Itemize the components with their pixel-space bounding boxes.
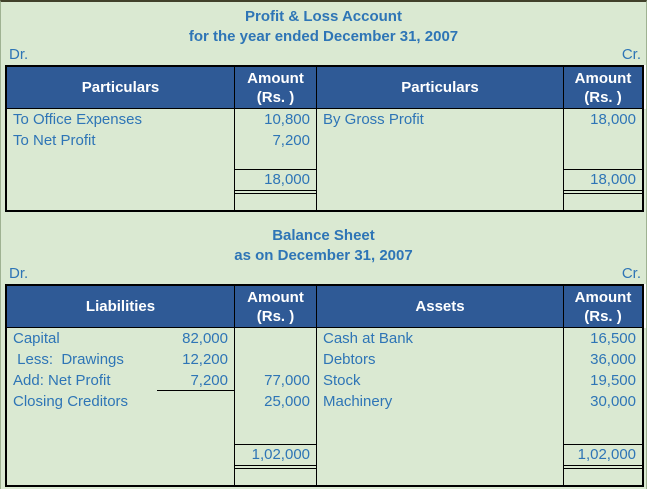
pnl-debit-row-label: To Net Profit [13, 132, 96, 149]
bs-table: Liabilities Amount (Rs. ) Assets Amount … [5, 284, 646, 487]
bs-header-amount-liabilities-line2: (Rs. ) [256, 307, 295, 325]
bs-dr-label: Dr. [9, 265, 29, 282]
bs-table-header: Liabilities Amount (Rs. ) Assets Amount … [7, 284, 646, 328]
bs-liability-label: Add: Net Profit [13, 372, 111, 389]
pnl-credit-row-label: By Gross Profit [323, 111, 424, 128]
bs-table-body: Capital 82,000 Less: Drawings 12,200 Add… [7, 328, 642, 485]
bs-header-amount-assets-line2: (Rs. ) [584, 307, 622, 325]
bs-title: Balance Sheet [272, 227, 375, 244]
bs-header-amount-assets: Amount (Rs. ) [563, 286, 642, 327]
pnl-cr-label: Cr. [621, 46, 641, 63]
spacer [235, 412, 316, 444]
bs-liability-amount [235, 328, 316, 349]
pnl-header-amount-credit: Amount (Rs. ) [563, 67, 642, 108]
bs-title-block: Balance Sheet as on December 31, 2007 [1, 212, 646, 266]
bs-liability-amount: 77,000 [264, 372, 310, 389]
bs-header-assets-label: Assets [415, 298, 465, 315]
bs-asset-label: Debtors [323, 351, 376, 368]
pnl-subtitle: for the year ended December 31, 2007 [188, 28, 459, 45]
bs-liability-label: Capital [13, 330, 60, 347]
bs-liabilities-total: 1,02,000 [235, 444, 316, 466]
pnl-title: Profit & Loss Account [245, 8, 402, 25]
bs-liability-amount [235, 349, 316, 370]
pnl-header-particulars-credit: Particulars [316, 67, 563, 108]
pnl-credit-row-amount: 18,000 [590, 111, 636, 128]
pnl-credit-total: 18,000 [564, 169, 642, 191]
spacer [564, 130, 642, 169]
double-rule [564, 191, 642, 194]
bs-header-amount-liabilities-line1: Amount [247, 288, 304, 306]
empty-cell [235, 469, 316, 485]
pnl-header-amount-debit-line1: Amount [247, 69, 304, 87]
bs-liability-sub-amount: 12,200 [182, 351, 228, 368]
bs-subtitle: as on December 31, 2007 [234, 247, 413, 264]
pnl-debit-row-amount: 10,800 [264, 111, 310, 128]
bs-asset-amount: 16,500 [590, 330, 636, 347]
pnl-header-particulars-credit-label: Particulars [401, 79, 479, 96]
bs-header-assets: Assets [316, 286, 563, 327]
spacer [235, 151, 316, 169]
double-rule [235, 466, 316, 469]
bs-asset-label: Machinery [323, 393, 393, 410]
pnl-header-particulars-debit-label: Particulars [81, 79, 160, 96]
bs-asset-amount: 30,000 [590, 393, 636, 410]
pnl-table: Particulars Amount (Rs. ) Particulars Am… [5, 65, 646, 212]
bs-header-liabilities: Liabilities [7, 286, 234, 327]
bs-header-amount-assets-line1: Amount [574, 288, 632, 306]
bs-header-amount-liabilities: Amount (Rs. ) [234, 286, 316, 327]
bs-drcr-row: Dr. Cr. [1, 266, 646, 284]
bs-assets-amount-column: 16,500 36,000 19,500 30,000 1,02,000 [563, 328, 642, 485]
pnl-debit-amount-column: 10,800 7,200 18,000 [234, 109, 316, 210]
pnl-debit-total: 18,000 [235, 169, 316, 191]
bs-liability-label: Less: Drawings [13, 351, 124, 368]
bs-liabilities-amount-column: 77,000 25,000 1,02,000 [234, 328, 316, 485]
pnl-debit-row-label: To Office Expenses [13, 111, 142, 128]
pnl-drcr-row: Dr. Cr. [1, 47, 646, 65]
empty-cell [564, 194, 642, 210]
bs-asset-amount: 36,000 [590, 351, 636, 368]
pnl-header-amount-credit-line1: Amount [574, 69, 632, 87]
pnl-debit-particulars-column: To Office Expenses To Net Profit [7, 109, 234, 210]
bs-liability-sub-amount: 82,000 [182, 330, 228, 347]
bs-liability-amount: 25,000 [264, 393, 310, 410]
pnl-header-particulars-debit: Particulars [7, 67, 234, 108]
bs-cr-label: Cr. [621, 265, 641, 282]
pnl-table-body: To Office Expenses To Net Profit 10,800 … [7, 109, 642, 210]
bs-header-liabilities-label: Liabilities [85, 298, 156, 315]
pnl-title-block: Profit & Loss Account for the year ended… [1, 2, 646, 47]
bs-liability-row: Less: Drawings 12,200 [7, 349, 234, 370]
bs-assets-total: 1,02,000 [564, 444, 642, 466]
double-rule [564, 466, 642, 469]
bs-liability-sub-amount-underlined: 7,200 [157, 370, 234, 391]
pnl-credit-particulars-column: By Gross Profit [316, 109, 563, 210]
bs-liability-row: Add: Net Profit 7,200 [7, 370, 234, 391]
bs-liability-row: Closing Creditors [7, 391, 234, 412]
pnl-header-amount-credit-line2: (Rs. ) [584, 88, 622, 106]
pnl-dr-label: Dr. [9, 46, 29, 63]
bs-asset-amount: 19,500 [590, 372, 636, 389]
pnl-header-amount-debit: Amount (Rs. ) [234, 67, 316, 108]
bs-liabilities-column: Capital 82,000 Less: Drawings 12,200 Add… [7, 328, 234, 485]
pnl-table-header: Particulars Amount (Rs. ) Particulars Am… [7, 65, 646, 109]
empty-cell [235, 194, 316, 210]
pnl-credit-amount-column: 18,000 18,000 [563, 109, 642, 210]
bs-assets-column: Cash at Bank Debtors Stock Machinery [316, 328, 563, 485]
pnl-header-amount-debit-line2: (Rs. ) [256, 88, 295, 106]
spacer [564, 412, 642, 444]
bs-asset-label: Cash at Bank [323, 330, 414, 347]
pnl-debit-row-amount: 7,200 [272, 132, 310, 149]
bs-liability-label: Closing Creditors [13, 393, 129, 410]
bs-liability-row: Capital 82,000 [7, 328, 234, 349]
empty-cell [564, 469, 642, 485]
bs-liability-sub-amount [157, 391, 234, 412]
double-rule [235, 191, 316, 194]
bs-asset-label: Stock [323, 372, 361, 389]
